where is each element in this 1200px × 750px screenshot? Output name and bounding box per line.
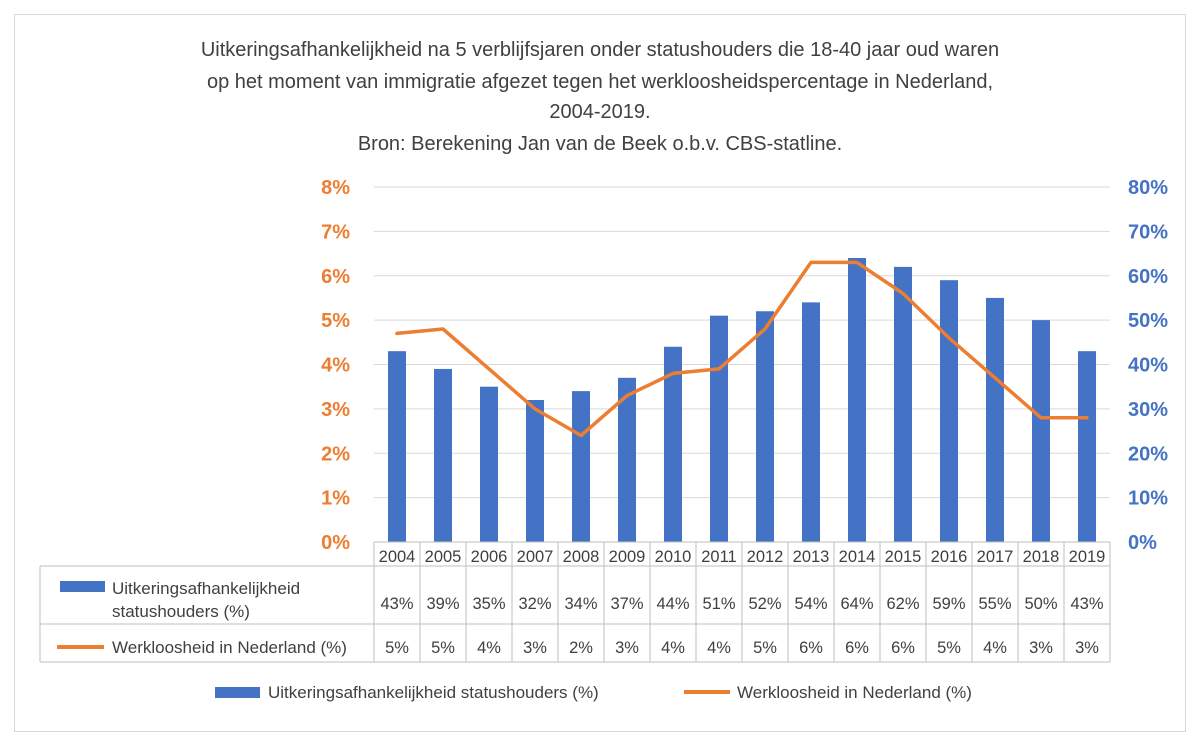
data-label: 51% [702, 595, 735, 613]
category-label: 2004 [379, 548, 416, 566]
chart-frame [14, 14, 1186, 732]
data-label: 6% [845, 639, 869, 657]
y-left-tick-label: 7% [321, 221, 350, 243]
table-row-label: statushouders (%) [112, 602, 250, 621]
data-label: 5% [937, 639, 961, 657]
category-label: 2018 [1023, 548, 1060, 566]
category-label: 2012 [747, 548, 784, 566]
data-label: 3% [1029, 639, 1053, 657]
bar [940, 280, 958, 542]
y-left-tick-label: 5% [321, 310, 350, 332]
category-label: 2014 [839, 548, 876, 566]
legend: Uitkeringsafhankelijkheid statushouders … [215, 683, 972, 702]
data-label: 50% [1024, 595, 1057, 613]
data-label: 62% [886, 595, 919, 613]
data-label: 55% [978, 595, 1011, 613]
chart-title-line: Bron: Berekening Jan van de Beek o.b.v. … [358, 133, 842, 155]
data-label: 2% [569, 639, 593, 657]
bar [434, 368, 452, 542]
data-label: 6% [799, 639, 823, 657]
category-label: 2009 [609, 548, 646, 566]
chart-title-line: Uitkeringsafhankelijkheid na 5 verblijfs… [201, 39, 999, 61]
bar [1078, 351, 1096, 542]
table-row-label: Uitkeringsafhankelijkheid [112, 579, 300, 598]
bar [388, 351, 406, 542]
data-label: 4% [477, 639, 501, 657]
bar-series [388, 258, 1096, 542]
data-label: 43% [1070, 595, 1103, 613]
data-label: 5% [753, 639, 777, 657]
y-right-tick-label: 50% [1128, 310, 1168, 332]
y-right-tick-label: 60% [1128, 266, 1168, 288]
data-label: 4% [661, 639, 685, 657]
data-label: 3% [523, 639, 547, 657]
bar [986, 297, 1004, 542]
bar [756, 311, 774, 542]
category-label: 2010 [655, 548, 692, 566]
data-label: 4% [983, 639, 1007, 657]
data-label: 4% [707, 639, 731, 657]
chart-title-line: op het moment van immigratie afgezet teg… [207, 71, 993, 93]
bar [802, 302, 820, 542]
data-label: 52% [748, 595, 781, 613]
legend-label: Werkloosheid in Nederland (%) [737, 683, 972, 702]
category-label: 2008 [563, 548, 600, 566]
table-legend-key-bar [60, 581, 105, 592]
y-left-tick-label: 6% [321, 266, 350, 288]
bar [848, 258, 866, 542]
data-label: 43% [380, 595, 413, 613]
bar [572, 391, 590, 542]
category-label: 2015 [885, 548, 922, 566]
data-label: 5% [431, 639, 455, 657]
legend-label: Uitkeringsafhankelijkheid statushouders … [268, 683, 599, 702]
data-label: 32% [518, 595, 551, 613]
data-label: 39% [426, 595, 459, 613]
bar [710, 315, 728, 542]
data-label: 3% [1075, 639, 1099, 657]
category-label: 2017 [977, 548, 1014, 566]
bar [664, 346, 682, 542]
y-left-tick-label: 4% [321, 355, 350, 377]
data-table: 2004 2005 2006 2007 2008 2009 2010 2011 2012 2013… [39, 541, 1111, 663]
y-right-tick-label: 40% [1128, 355, 1168, 377]
bar [480, 386, 498, 542]
y-left-tick-label: 1% [321, 488, 350, 510]
data-label: 37% [610, 595, 643, 613]
y-right-tick-label: 80% [1128, 177, 1168, 199]
category-label: 2016 [931, 548, 968, 566]
category-label: 2006 [471, 548, 508, 566]
chart-title-line: 2004-2019. [549, 101, 650, 123]
data-label: 3% [615, 639, 639, 657]
bar [526, 400, 544, 542]
data-label: 59% [932, 595, 965, 613]
y-left-tick-label: 3% [321, 399, 350, 421]
y-right-tick-label: 0% [1128, 532, 1157, 554]
y-left-tick-label: 0% [321, 532, 350, 554]
bar [1032, 320, 1050, 542]
y-right-tick-label: 30% [1128, 399, 1168, 421]
data-label: 44% [656, 595, 689, 613]
y-right-tick-label: 20% [1128, 443, 1168, 465]
bar [618, 377, 636, 542]
data-label: 54% [794, 595, 827, 613]
category-label: 2019 [1069, 548, 1106, 566]
category-label: 2011 [701, 548, 736, 566]
category-label: 2007 [517, 548, 554, 566]
y-left-tick-label: 8% [321, 177, 350, 199]
data-label: 34% [564, 595, 597, 613]
y-left-tick-label: 2% [321, 443, 350, 465]
data-label: 35% [472, 595, 505, 613]
y-right-tick-label: 10% [1128, 488, 1168, 510]
data-label: 6% [891, 639, 915, 657]
table-row-label: Werkloosheid in Nederland (%) [112, 638, 347, 657]
line-series [395, 260, 1089, 438]
bar [894, 266, 912, 542]
y-right-tick-label: 70% [1128, 221, 1168, 243]
legend-key-bar [215, 687, 260, 698]
category-label: 2013 [793, 548, 830, 566]
category-label: 2005 [425, 548, 462, 566]
data-label: 5% [385, 639, 409, 657]
data-label: 64% [840, 595, 873, 613]
